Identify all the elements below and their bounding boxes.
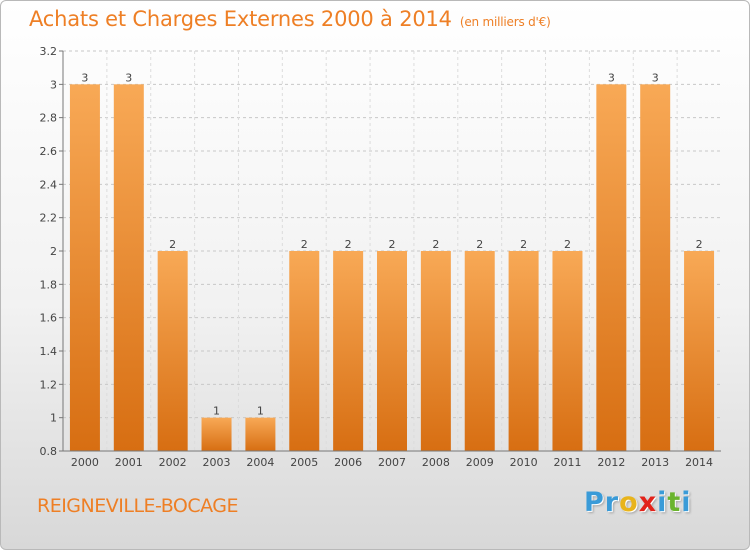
data-label: 2 xyxy=(696,238,703,251)
bar-2008 xyxy=(420,251,451,451)
x-tick-label: 2010 xyxy=(510,456,538,469)
axes: 0.8 1 1.2 1.4 1.6 1.8 2 2.2 2.4 2.6 2.8 3 3.2 2000 200… xyxy=(40,45,721,469)
bar-2013 xyxy=(640,84,671,451)
data-label: 2 xyxy=(564,238,571,251)
y-tick-label: 1.8 xyxy=(40,278,58,291)
data-label: 3 xyxy=(652,71,659,84)
x-tick-label: 2009 xyxy=(466,456,494,469)
x-tick-label: 2000 xyxy=(71,456,99,469)
logo-letter: x xyxy=(638,487,658,518)
proxiti-logo: Proxiti xyxy=(584,487,692,518)
x-tick-label: 2002 xyxy=(159,456,187,469)
logo-letter: o xyxy=(619,487,639,518)
data-label: 2 xyxy=(432,238,439,251)
x-tick-label: 2006 xyxy=(334,456,362,469)
y-tick-label: 2.4 xyxy=(40,178,58,191)
y-tick-label: 2.8 xyxy=(40,112,58,125)
y-tick-label: 3 xyxy=(50,78,57,91)
data-label: 2 xyxy=(520,238,527,251)
bar-2014 xyxy=(684,251,715,451)
chart-title: Achats et Charges Externes 2000 à 2014 (e… xyxy=(29,7,551,31)
x-tick-label: 2004 xyxy=(246,456,274,469)
data-label: 3 xyxy=(608,71,615,84)
y-tick-label: 2 xyxy=(50,245,57,258)
y-tick-label: 2.2 xyxy=(40,212,58,225)
data-label: 2 xyxy=(301,238,308,251)
data-label: 2 xyxy=(389,238,396,251)
logo-letter: P xyxy=(584,487,605,518)
logo-letter: t xyxy=(667,487,682,518)
data-label: 3 xyxy=(125,71,132,84)
chart-title-text: Achats et Charges Externes 2000 à 2014 xyxy=(29,7,452,31)
y-tick-label: 1.4 xyxy=(40,345,58,358)
bar-2000 xyxy=(69,84,100,451)
data-label: 3 xyxy=(81,71,88,84)
x-tick-label: 2005 xyxy=(290,456,318,469)
x-tick-label: 2012 xyxy=(597,456,625,469)
bar-2009 xyxy=(464,251,495,451)
x-tick-label: 2007 xyxy=(378,456,406,469)
y-tick-label: 2.6 xyxy=(40,145,58,158)
x-tick-label: 2013 xyxy=(641,456,669,469)
data-label: 2 xyxy=(476,238,483,251)
logo-letter: r xyxy=(604,487,620,518)
bar-2006 xyxy=(333,251,364,451)
bar-2011 xyxy=(552,251,583,451)
data-label: 1 xyxy=(213,405,220,418)
bar-2001 xyxy=(113,84,144,451)
y-tick-label: 1.2 xyxy=(40,378,58,391)
x-tick-label: 2011 xyxy=(553,456,581,469)
y-tick-label: 1.6 xyxy=(40,312,58,325)
bar-2005 xyxy=(289,251,320,451)
commune-name: REIGNEVILLE-BOCAGE xyxy=(37,495,239,517)
x-tick-label: 2014 xyxy=(685,456,713,469)
data-label: 2 xyxy=(345,238,352,251)
bar-2003 xyxy=(201,417,232,451)
data-label: 1 xyxy=(257,405,264,418)
bars: 3 3 2 1 1 2 2 2 2 2 2 2 3 3 2 xyxy=(69,71,715,451)
bar-2010 xyxy=(508,251,539,451)
y-tick-label: 1 xyxy=(50,412,57,425)
y-tick-label: 0.8 xyxy=(40,445,58,458)
x-tick-label: 2008 xyxy=(422,456,450,469)
data-label: 2 xyxy=(169,238,176,251)
x-tick-label: 2003 xyxy=(203,456,231,469)
logo-letter: i xyxy=(657,487,668,518)
chart-subtitle: (en milliers d'€) xyxy=(459,15,551,29)
y-tick-label: 3.2 xyxy=(40,45,58,58)
x-tick-label: 2001 xyxy=(115,456,143,469)
logo-letter: i xyxy=(681,487,692,518)
bar-2012 xyxy=(596,84,627,451)
bar-2007 xyxy=(377,251,407,451)
bar-2004 xyxy=(245,417,276,451)
bar-2002 xyxy=(157,251,188,451)
